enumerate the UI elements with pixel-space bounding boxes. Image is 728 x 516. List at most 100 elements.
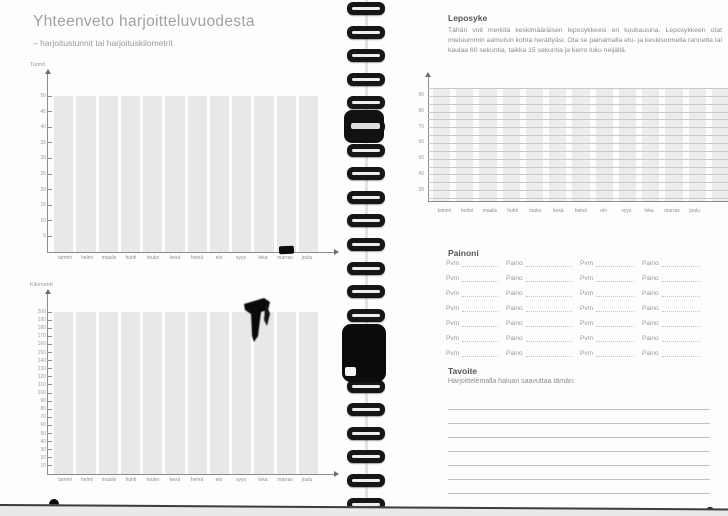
weight-cell: Paino — [506, 318, 580, 327]
y-tick-mark — [48, 220, 52, 222]
weight-cell: Paino — [642, 288, 708, 297]
spiral-loop-slot — [352, 313, 380, 317]
spiral-loop — [347, 285, 385, 299]
weight-cell: Pvm — [580, 348, 642, 357]
y-tick-label: 90 — [418, 92, 424, 99]
y-tick-label: 20 — [40, 454, 46, 461]
goal-prompt: Harjoittelemalla haluan saavuttaa tämän: — [448, 378, 575, 385]
y-tick-label: 50 — [40, 93, 46, 99]
chart-bar — [276, 96, 296, 252]
weight-cell: Pvm — [446, 273, 506, 282]
y-tick-mark — [48, 433, 52, 434]
y-tick: 45 — [22, 109, 52, 115]
month-label: kesä — [552, 208, 564, 214]
fill-in-line — [462, 259, 498, 267]
weight-label: Paino — [642, 260, 659, 267]
hours-chart: Tunnit tammi helmi maalis huhti touko kesä hei… — [28, 62, 339, 274]
chart-bar — [254, 312, 274, 474]
weight-label: Paino — [642, 305, 659, 312]
month-label: huhti — [125, 255, 137, 261]
hours-chart-bars — [54, 96, 318, 252]
y-tick: 170 — [22, 333, 52, 339]
ink-blob-binding — [342, 324, 386, 382]
y-tick: 180 — [22, 325, 52, 331]
month-label: heinä — [190, 477, 204, 483]
y-tick-label: 10 — [40, 462, 46, 469]
y-tick-label: 100 — [37, 390, 46, 396]
weight-label: Paino — [642, 320, 659, 327]
gridline — [428, 119, 728, 121]
spiral-loop-slot — [352, 384, 380, 388]
fill-in-line — [525, 289, 572, 297]
y-tick: 50 — [22, 430, 52, 437]
chart-bar — [120, 312, 140, 474]
y-tick-label: 30 — [418, 186, 424, 193]
chart-bar — [98, 312, 118, 474]
chart-bar — [232, 96, 252, 252]
y-tick: 150 — [22, 349, 52, 356]
page-title: Yhteenveto harjoitteluvuodesta — [33, 13, 255, 30]
weight-cell: Pvm — [446, 258, 506, 267]
y-axis-arrow-icon — [45, 69, 51, 74]
month-label: tammi — [437, 208, 452, 214]
chart-column — [456, 88, 474, 201]
y-tick-mark — [48, 424, 52, 426]
fill-in-line — [525, 334, 572, 342]
y-tick-label: 50 — [40, 430, 46, 437]
chart-bar — [209, 312, 229, 474]
y-tick: 15 — [22, 202, 52, 208]
y-tick-mark — [48, 343, 52, 345]
fill-in-line — [525, 274, 572, 282]
y-tick-mark — [48, 368, 52, 370]
resting-hr-heading: Leposyke — [448, 13, 488, 23]
spiral-loop-slot — [352, 148, 380, 152]
month-label: touko — [146, 255, 160, 261]
weight-cell: Paino — [642, 318, 708, 327]
fill-in-line — [525, 304, 572, 312]
y-tick-label: 30 — [40, 155, 46, 162]
y-tick-label: 80 — [40, 406, 46, 413]
weight-label: Paino — [506, 260, 523, 267]
y-tick-label: 150 — [37, 349, 46, 356]
km-chart-bars — [54, 312, 318, 474]
month-label: marras — [277, 477, 293, 483]
y-tick-mark — [48, 142, 52, 144]
y-tick-label: 10 — [40, 217, 46, 224]
weight-label: Paino — [506, 350, 523, 357]
chart-bar — [209, 96, 229, 252]
spiral-loop-slot — [352, 54, 380, 58]
chart-bar — [276, 312, 296, 474]
chart-column — [479, 88, 497, 201]
spiral-loop — [347, 49, 385, 63]
date-label: Pvm — [446, 275, 459, 282]
weight-cell: Pvm — [446, 318, 506, 327]
y-tick-mark — [48, 95, 52, 97]
y-tick-mark — [48, 327, 52, 329]
y-tick: 80 — [22, 406, 52, 413]
month-label: huhti — [125, 477, 137, 483]
gridline — [428, 197, 728, 199]
chart-column — [618, 88, 637, 201]
chart-bar — [298, 312, 318, 474]
chart-bar — [76, 312, 96, 474]
month-label: helmi — [81, 255, 93, 261]
month-label: marras — [277, 255, 293, 261]
chart-bar — [165, 312, 185, 474]
date-label: Pvm — [446, 290, 459, 297]
x-axis-arrow-icon — [334, 471, 339, 477]
km-chart-plot: tammi helmi maalis huhti touko kesä heinä elo sy… — [38, 289, 339, 483]
y-tick: 10 — [22, 217, 52, 224]
gridline — [428, 127, 728, 129]
fill-in-line — [596, 259, 634, 267]
date-label: Pvm — [580, 305, 593, 312]
y-tick-label: 130 — [37, 365, 46, 372]
y-tick: 20 — [22, 454, 52, 461]
weight-label: Paino — [506, 290, 523, 297]
y-tick-mark — [48, 392, 52, 394]
ruled-line — [448, 396, 710, 410]
month-label: joulu — [689, 208, 700, 214]
y-tick: 35 — [22, 140, 52, 146]
gridline — [428, 174, 728, 176]
gridline — [428, 135, 728, 137]
weight-cell: Pvm — [580, 288, 642, 297]
